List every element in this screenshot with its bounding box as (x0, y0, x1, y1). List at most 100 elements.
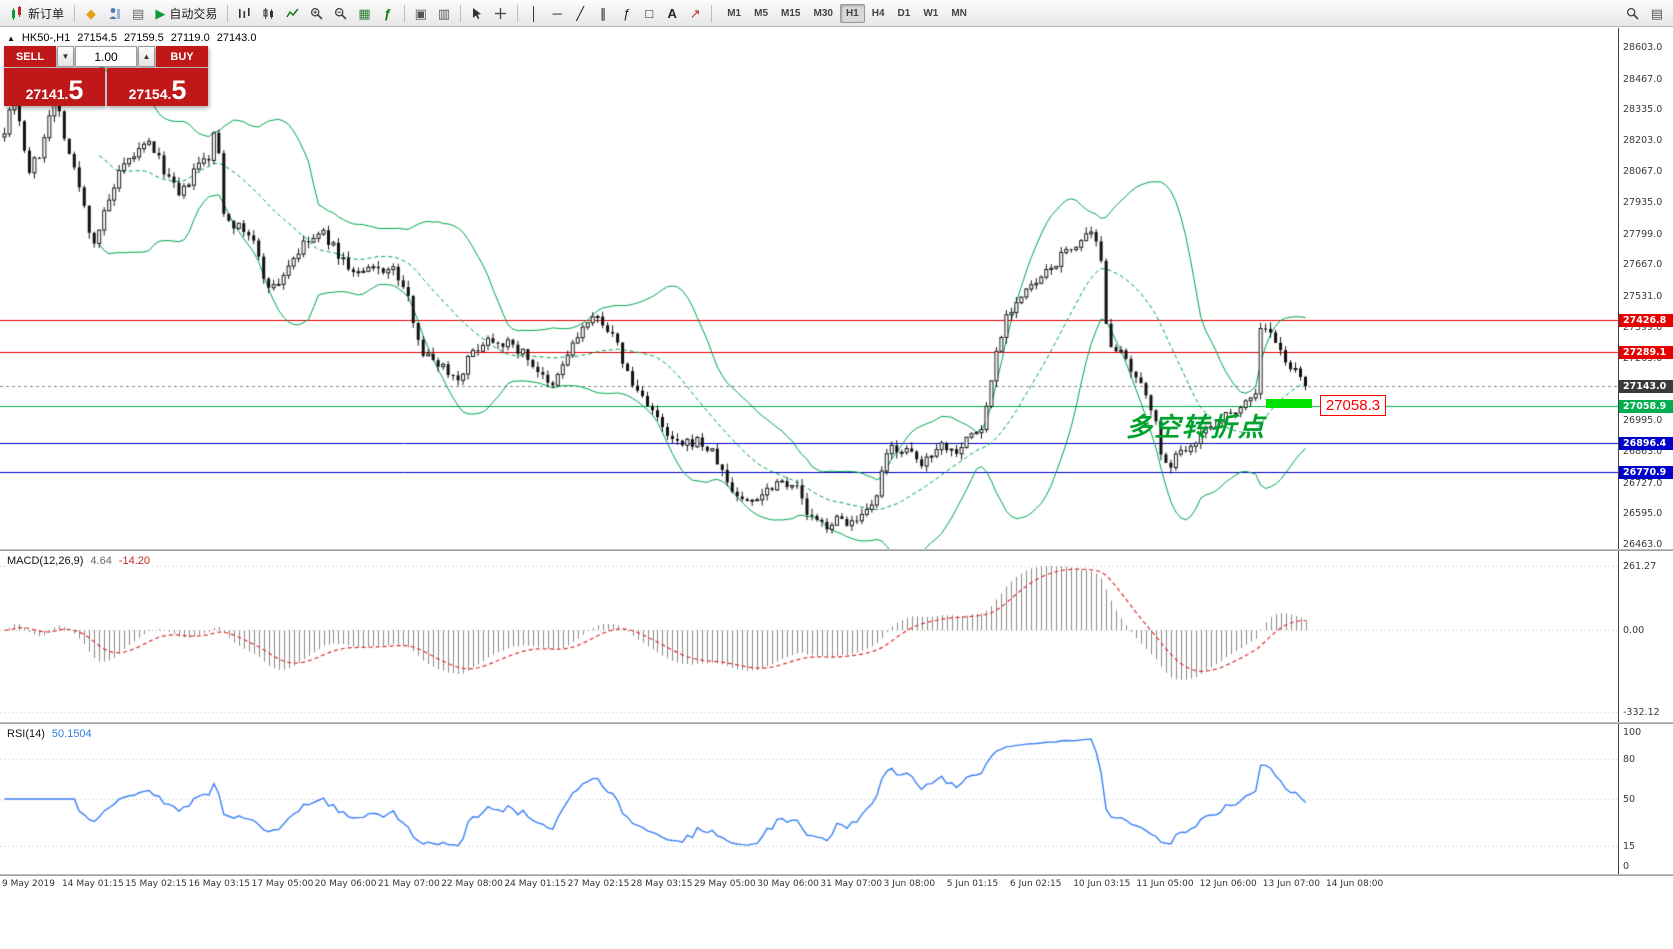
fibonacci-tool-button[interactable]: ƒ (615, 2, 637, 24)
shapes-tool-button[interactable]: □ (638, 2, 660, 24)
panel-separator[interactable] (0, 722, 1673, 724)
timeframe-m30[interactable]: M30 (813, 7, 833, 19)
candlestick-chart-button[interactable] (257, 2, 280, 24)
buy-button[interactable]: BUY (156, 46, 208, 67)
time-tick-label: 3 Jun 08:00 (883, 879, 936, 889)
sell-price-button[interactable]: 27141. 5 (4, 68, 105, 106)
panel-separator[interactable] (0, 549, 1673, 551)
autotrade-label: 自动交易 (169, 6, 218, 21)
fibonacci-icon: ƒ (622, 5, 630, 21)
macd-tick-label: 261.27 (1623, 560, 1657, 572)
price-line-badge: 27143.0 (1619, 380, 1673, 394)
zoom-out-button[interactable] (329, 2, 352, 24)
horizontal-line-icon: ─ (552, 5, 562, 21)
new-order-button[interactable]: 新订单 (5, 2, 69, 24)
tile-windows-button[interactable]: ▥ (433, 2, 455, 24)
macd-tick-label: 0.00 (1623, 625, 1645, 637)
search-button[interactable] (1621, 2, 1644, 24)
toolbar-separator (711, 4, 713, 22)
price-tick-label: 27667.0 (1623, 259, 1663, 271)
trendline-tool-button[interactable]: ╱ (569, 2, 591, 24)
arrow-tool-button[interactable]: ↗ (684, 2, 706, 24)
price-tick-label: 26727.0 (1623, 477, 1663, 489)
cursor-button[interactable] (466, 2, 488, 24)
main-chart-panel: ▲ HK50-,H1 27154.5 27159.5 27119.0 27143… (0, 28, 1673, 550)
time-axis: 9 May 2019 14 May 01:15 15 May 02:15 16 May… (0, 876, 1673, 894)
line-chart-button[interactable] (281, 2, 304, 24)
price-line-badge: 26770.9 (1619, 466, 1673, 480)
vertical-line-icon: │ (530, 5, 539, 21)
rsi-canvas[interactable] (0, 724, 1618, 874)
timeframe-h1[interactable]: H1 (839, 3, 865, 23)
crosshair-icon (494, 7, 507, 20)
toolbar-separator (460, 4, 462, 22)
window-list-icon: ▤ (1650, 5, 1663, 21)
time-tick-label: 30 May 06:00 (757, 879, 819, 889)
main-chart-canvas[interactable] (0, 28, 1618, 549)
rsi-tick-label: 80 (1623, 753, 1636, 765)
price-line-badge: 27426.8 (1619, 314, 1673, 328)
time-tick-label: 24 May 01:15 (504, 879, 567, 889)
macd-canvas[interactable] (0, 551, 1618, 722)
channel-tool-button[interactable]: ∥ (592, 2, 614, 24)
bar-chart-button[interactable] (233, 2, 256, 24)
market-watch-button[interactable] (103, 2, 126, 24)
timeframe-m1[interactable]: M1 (727, 7, 742, 19)
rsi-label: RSI(14) (7, 728, 45, 740)
price-line-badge: 26896.4 (1619, 437, 1673, 451)
autotrade-button[interactable]: ▶ 自动交易 (150, 2, 222, 24)
horizontal-line-tool-button[interactable]: ─ (546, 2, 568, 24)
timeframe-mn[interactable]: MN (951, 7, 967, 19)
timeframe-m5[interactable]: M5 (754, 7, 769, 19)
price-line-badge: 27289.1 (1619, 346, 1673, 360)
volume-decrease-button[interactable]: ▼ (57, 46, 74, 67)
turning-point-annotation: 多空转折点 (1126, 412, 1267, 442)
macd-panel: MACD(12,26,9) 4.64 -14.20 261.27 0.00 -332… (0, 551, 1673, 722)
toolbar: 新订单 ◆ ▤ ▶ 自动交易 (0, 0, 1673, 27)
close-value: 27143.0 (216, 32, 257, 44)
time-tick-label: 28 May 03:15 (630, 879, 693, 889)
text-tool-button[interactable]: A (661, 2, 683, 24)
buy-price-int: 27154. (128, 86, 172, 102)
toolbar-separator (403, 4, 405, 22)
price-tick-label: 26463.0 (1623, 539, 1663, 550)
price-line-badge: 27058.9 (1619, 399, 1673, 413)
new-chart-button[interactable]: ▣ (410, 2, 432, 24)
sell-price-big: 5 (68, 75, 84, 105)
data-window-icon: ▤ (132, 5, 145, 21)
zoom-in-button[interactable] (305, 2, 328, 24)
macd-label: MACD(12,26,9) (7, 555, 84, 567)
timeframe-h4[interactable]: H4 (871, 7, 885, 19)
volume-increase-button[interactable]: ▲ (138, 46, 155, 67)
grid-icon: ▦ (358, 5, 371, 21)
indicators-button[interactable]: ƒ (377, 2, 399, 24)
bar-chart-icon (238, 7, 251, 20)
vertical-line-tool-button[interactable]: │ (523, 2, 545, 24)
timeframe-m15[interactable]: M15 (781, 7, 801, 19)
price-tick-label: 26863.0 (1623, 446, 1663, 458)
chevron-down-icon: ▼ (61, 52, 70, 61)
time-tick-label: 27 May 02:15 (567, 879, 630, 889)
buy-price-button[interactable]: 27154. 5 (107, 68, 208, 106)
profiles-button[interactable]: ◆ (80, 2, 102, 24)
grid-button[interactable]: ▦ (353, 2, 375, 24)
search-icon (1626, 7, 1639, 20)
data-window-button[interactable]: ▤ (127, 2, 149, 24)
new-chart-icon: ▣ (414, 5, 427, 21)
price-highlight-rect[interactable] (1266, 399, 1312, 408)
sell-button[interactable]: SELL (4, 46, 56, 67)
timeframe-d1[interactable]: D1 (897, 7, 911, 19)
timeframe-w1[interactable]: W1 (923, 7, 939, 19)
text-tool-icon: A (667, 5, 677, 21)
symbol-ohlc-header: ▲ HK50-,H1 27154.5 27159.5 27119.0 27143… (7, 32, 257, 44)
price-tick-label: 28203.0 (1623, 134, 1663, 146)
price-callout-label[interactable]: 27058.3 (1320, 395, 1386, 416)
arrow-tool-icon: ↗ (689, 5, 701, 21)
volume-input[interactable] (75, 46, 137, 67)
time-tick-label: 29 May 05:00 (694, 879, 756, 889)
toolbar-right-group: ▤ (1621, 2, 1668, 24)
crosshair-button[interactable] (489, 2, 512, 24)
window-list-button[interactable]: ▤ (1646, 2, 1668, 24)
rsi-panel: RSI(14) 50.1504 100 80 50 15 0 (0, 724, 1673, 874)
